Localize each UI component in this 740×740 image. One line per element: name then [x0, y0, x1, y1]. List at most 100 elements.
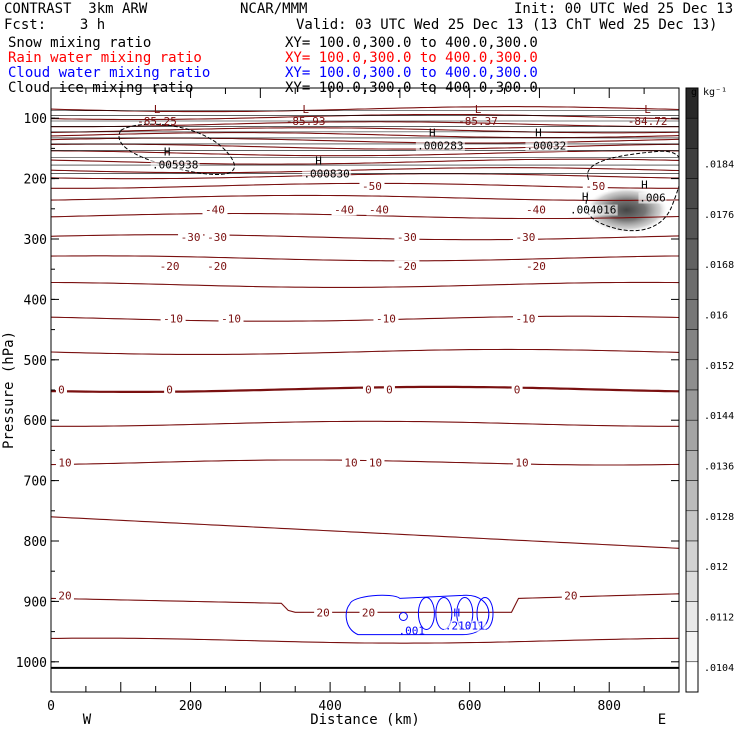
temperature-label: -40: [334, 203, 354, 216]
temp-label-bg: [160, 312, 186, 325]
contour-value-label: .001: [399, 625, 426, 638]
high-label-bg: [443, 620, 486, 632]
temp-label-bg: [204, 231, 230, 244]
west-label: W: [83, 712, 92, 728]
colorbar-tick-label: .0184: [704, 160, 734, 171]
temperature-label: -20: [207, 260, 227, 273]
temp-label-bg: [513, 456, 531, 469]
x-tick-label: 400: [318, 699, 341, 714]
temp-label-bg: [218, 312, 244, 325]
colorbar-band: [685, 299, 699, 330]
isotherm-line: [51, 106, 679, 113]
low-value-label: -85.25: [137, 115, 177, 128]
temperature-label: -50: [585, 180, 605, 193]
temp-label-bg: [373, 312, 399, 325]
x-tick-label: 0: [47, 699, 55, 714]
colorbar-band: [685, 631, 699, 663]
cloud-water-contour: [417, 596, 435, 630]
temperature-label: -20: [160, 260, 180, 273]
colorbar-tick-label: .0176: [704, 210, 734, 221]
cloud-ice-contour-west: [118, 123, 235, 176]
colorbar-band: [685, 117, 699, 149]
temp-label-bg: [512, 231, 538, 244]
field-name-snow: Snow mixing ratio: [8, 35, 152, 51]
temperature-label: -10: [516, 313, 536, 326]
isotherm-line: [51, 420, 679, 427]
high-label-bg: [525, 140, 568, 152]
high-value-label: .004016: [570, 204, 616, 217]
temperature-label: 10: [369, 456, 382, 469]
high-marker: H: [582, 191, 589, 204]
low-value-label: -85.93: [286, 115, 326, 128]
colorbar-band: [685, 329, 699, 361]
field-name-rain: Rain water mixing ratio: [8, 50, 202, 66]
y-tick-label: 1000: [16, 656, 47, 671]
isotherm-line: [51, 150, 679, 157]
high-marker: H: [429, 127, 436, 140]
colorbar-band: [685, 419, 699, 451]
high-label-bg: [302, 168, 352, 180]
high-marker: H: [453, 607, 460, 620]
isotherm-line: [51, 132, 679, 139]
y-tick-label: 300: [24, 233, 47, 248]
temp-label-bg: [383, 383, 395, 396]
colorbar-tick-label: .012: [704, 562, 728, 573]
isotherm-line: [51, 143, 679, 150]
high-marker: H: [641, 178, 648, 191]
high-value-label: .000283: [417, 140, 463, 153]
low-value-label: -84.72: [628, 115, 668, 128]
isotherm-line: [51, 516, 679, 549]
temperature-label: -20: [397, 260, 417, 273]
temperature-label: 0: [514, 383, 521, 396]
temp-label-bg: [394, 231, 420, 244]
isotherm-line: [51, 194, 679, 201]
high-marker: H: [535, 127, 542, 140]
isotherm-line: [51, 234, 679, 241]
field-name-cloud-water: Cloud water mixing ratio: [8, 65, 211, 81]
temperature-label: 0: [166, 383, 173, 396]
temp-label-bg: [362, 383, 374, 396]
low-marker: L: [154, 103, 161, 116]
colorbar-band: [685, 359, 699, 391]
y-axis-label: Pressure (hPa): [1, 331, 17, 449]
temp-label-bg: [55, 383, 67, 396]
low-value-label: -85.37: [458, 115, 498, 128]
high-value-label: .000830: [303, 167, 349, 180]
colorbar-tick-label: .0168: [704, 260, 734, 271]
forecast-hour: Fcst: 3 h: [4, 17, 106, 33]
temperature-label: 20: [317, 606, 330, 619]
cloud-water-contour: [398, 612, 408, 621]
temp-label-bg: [204, 260, 230, 273]
valid-time: Valid: 03 UTC Wed 25 Dec 13 (13 ChT Wed …: [296, 17, 718, 33]
high-label-bg: [415, 140, 465, 152]
isotherm-line: [51, 348, 679, 355]
high-marker: H: [315, 154, 322, 167]
y-tick-label: 900: [24, 595, 47, 610]
temp-label-bg: [359, 606, 378, 619]
high-value-label: .21011: [445, 620, 485, 633]
isotherm-line: [51, 459, 679, 466]
field-name-cloud-ice: Cloud ice mixing ratio: [8, 80, 194, 96]
colorbar-band: [685, 661, 699, 693]
x-tick-label: 600: [458, 699, 481, 714]
y-tick-label: 700: [24, 475, 47, 490]
colorbar-band: [685, 480, 699, 512]
low-marker: L: [644, 103, 651, 116]
colorbar-unit: g kg⁻¹: [691, 87, 727, 98]
isotherm-line: [51, 137, 679, 144]
colorbar-band: [685, 148, 699, 179]
temp-label-bg: [202, 203, 228, 216]
colorbar-tick-label: .0112: [704, 613, 734, 624]
temp-label-bg: [331, 203, 357, 216]
init-time: Init: 00 UTC Wed 25 Dec 13: [514, 1, 734, 17]
x-tick-label: 800: [597, 699, 620, 714]
temp-label-bg: [164, 383, 176, 396]
temperature-label: 10: [58, 456, 71, 469]
y-tick-label: 200: [24, 173, 47, 188]
colorbar-tick-label: .0104: [704, 663, 734, 674]
temperature-label: 0: [365, 383, 372, 396]
temp-label-bg: [342, 456, 361, 469]
y-tick-label: 600: [24, 414, 47, 429]
temp-label-bg: [523, 260, 549, 273]
